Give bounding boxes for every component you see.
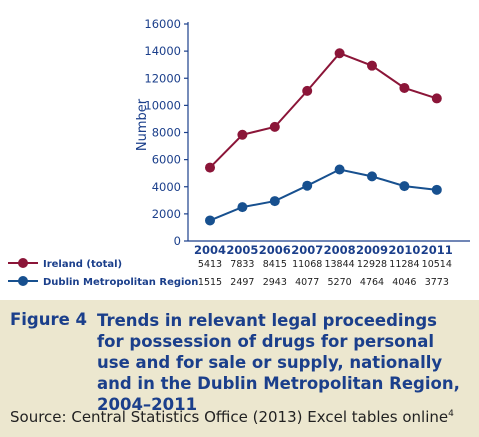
data-label: 2943 (263, 277, 287, 288)
data-point (367, 60, 377, 71)
y-tick-label: 8000 (152, 126, 181, 140)
data-point (269, 196, 280, 207)
data-label: 5270 (328, 277, 352, 288)
y-tick-label: 14000 (144, 44, 181, 58)
data-point (205, 162, 215, 173)
data-point (302, 85, 313, 96)
footnote-marker: 4 (448, 409, 454, 419)
caption-background (0, 300, 479, 437)
data-point (431, 184, 442, 195)
data-label: 11284 (389, 259, 419, 270)
legend-label: Dublin Metropolitan Region (43, 277, 198, 288)
data-label: 1515 (198, 277, 222, 288)
figure-caption: Trends in relevant legal proceedings for… (97, 311, 460, 414)
source-text: Source: Central Statistics Office (2013)… (10, 408, 449, 426)
data-point (302, 180, 313, 191)
data-label: 2497 (230, 277, 254, 288)
data-point (334, 48, 345, 59)
data-label: 4764 (360, 277, 384, 288)
x-tick-label: 2009 (356, 243, 388, 257)
data-label: 10514 (422, 259, 452, 270)
x-tick-label: 2006 (259, 243, 291, 257)
figure-label: Figure 4 (10, 310, 88, 329)
y-tick-label: 10000 (144, 98, 181, 112)
y-tick-label: 6000 (152, 153, 181, 167)
data-point (237, 129, 248, 140)
data-label: 7833 (230, 259, 254, 270)
data-point (205, 215, 215, 226)
data-label: 5413 (198, 259, 222, 270)
x-tick-label: 2007 (291, 243, 323, 257)
data-point (431, 93, 442, 104)
x-tick-label: 2008 (324, 243, 356, 257)
data-label: 3773 (425, 277, 449, 288)
x-tick-label: 2010 (388, 243, 420, 257)
data-point (367, 171, 377, 182)
data-point (237, 202, 248, 213)
chart-area: 0 2000 4000 6000 8000 10000 12000 14000 16000 Num… (8, 17, 470, 288)
legend-marker (18, 276, 28, 286)
x-tick-label: 2005 (226, 243, 258, 257)
legend-marker (18, 258, 28, 268)
data-label: 8415 (263, 259, 287, 270)
source-note: Source: Central Statistics Office (2013)… (10, 408, 454, 426)
line-chart: 0 2000 4000 6000 8000 10000 12000 14000 16000 Num… (8, 17, 470, 288)
data-point (399, 82, 410, 93)
data-label: 11068 (292, 259, 322, 270)
data-point (334, 164, 345, 175)
y-tick-label: 12000 (144, 71, 181, 85)
data-label: 13844 (324, 259, 354, 270)
y-tick-label: 16000 (144, 17, 181, 31)
y-tick-label: 4000 (152, 180, 181, 194)
y-axis-title: Number (135, 98, 150, 151)
data-point (399, 181, 410, 192)
legend-label: Ireland (total) (43, 259, 122, 270)
y-tick-label: 0 (174, 234, 181, 248)
data-point (269, 121, 280, 132)
data-label: 4077 (295, 277, 319, 288)
x-tick-label: 2004 (194, 243, 226, 257)
data-label: 4046 (392, 277, 416, 288)
data-label: 12928 (357, 259, 387, 270)
y-tick-label: 2000 (152, 207, 181, 221)
x-tick-label: 2011 (421, 243, 453, 257)
series-line (209, 52, 438, 169)
series-line (209, 168, 437, 222)
